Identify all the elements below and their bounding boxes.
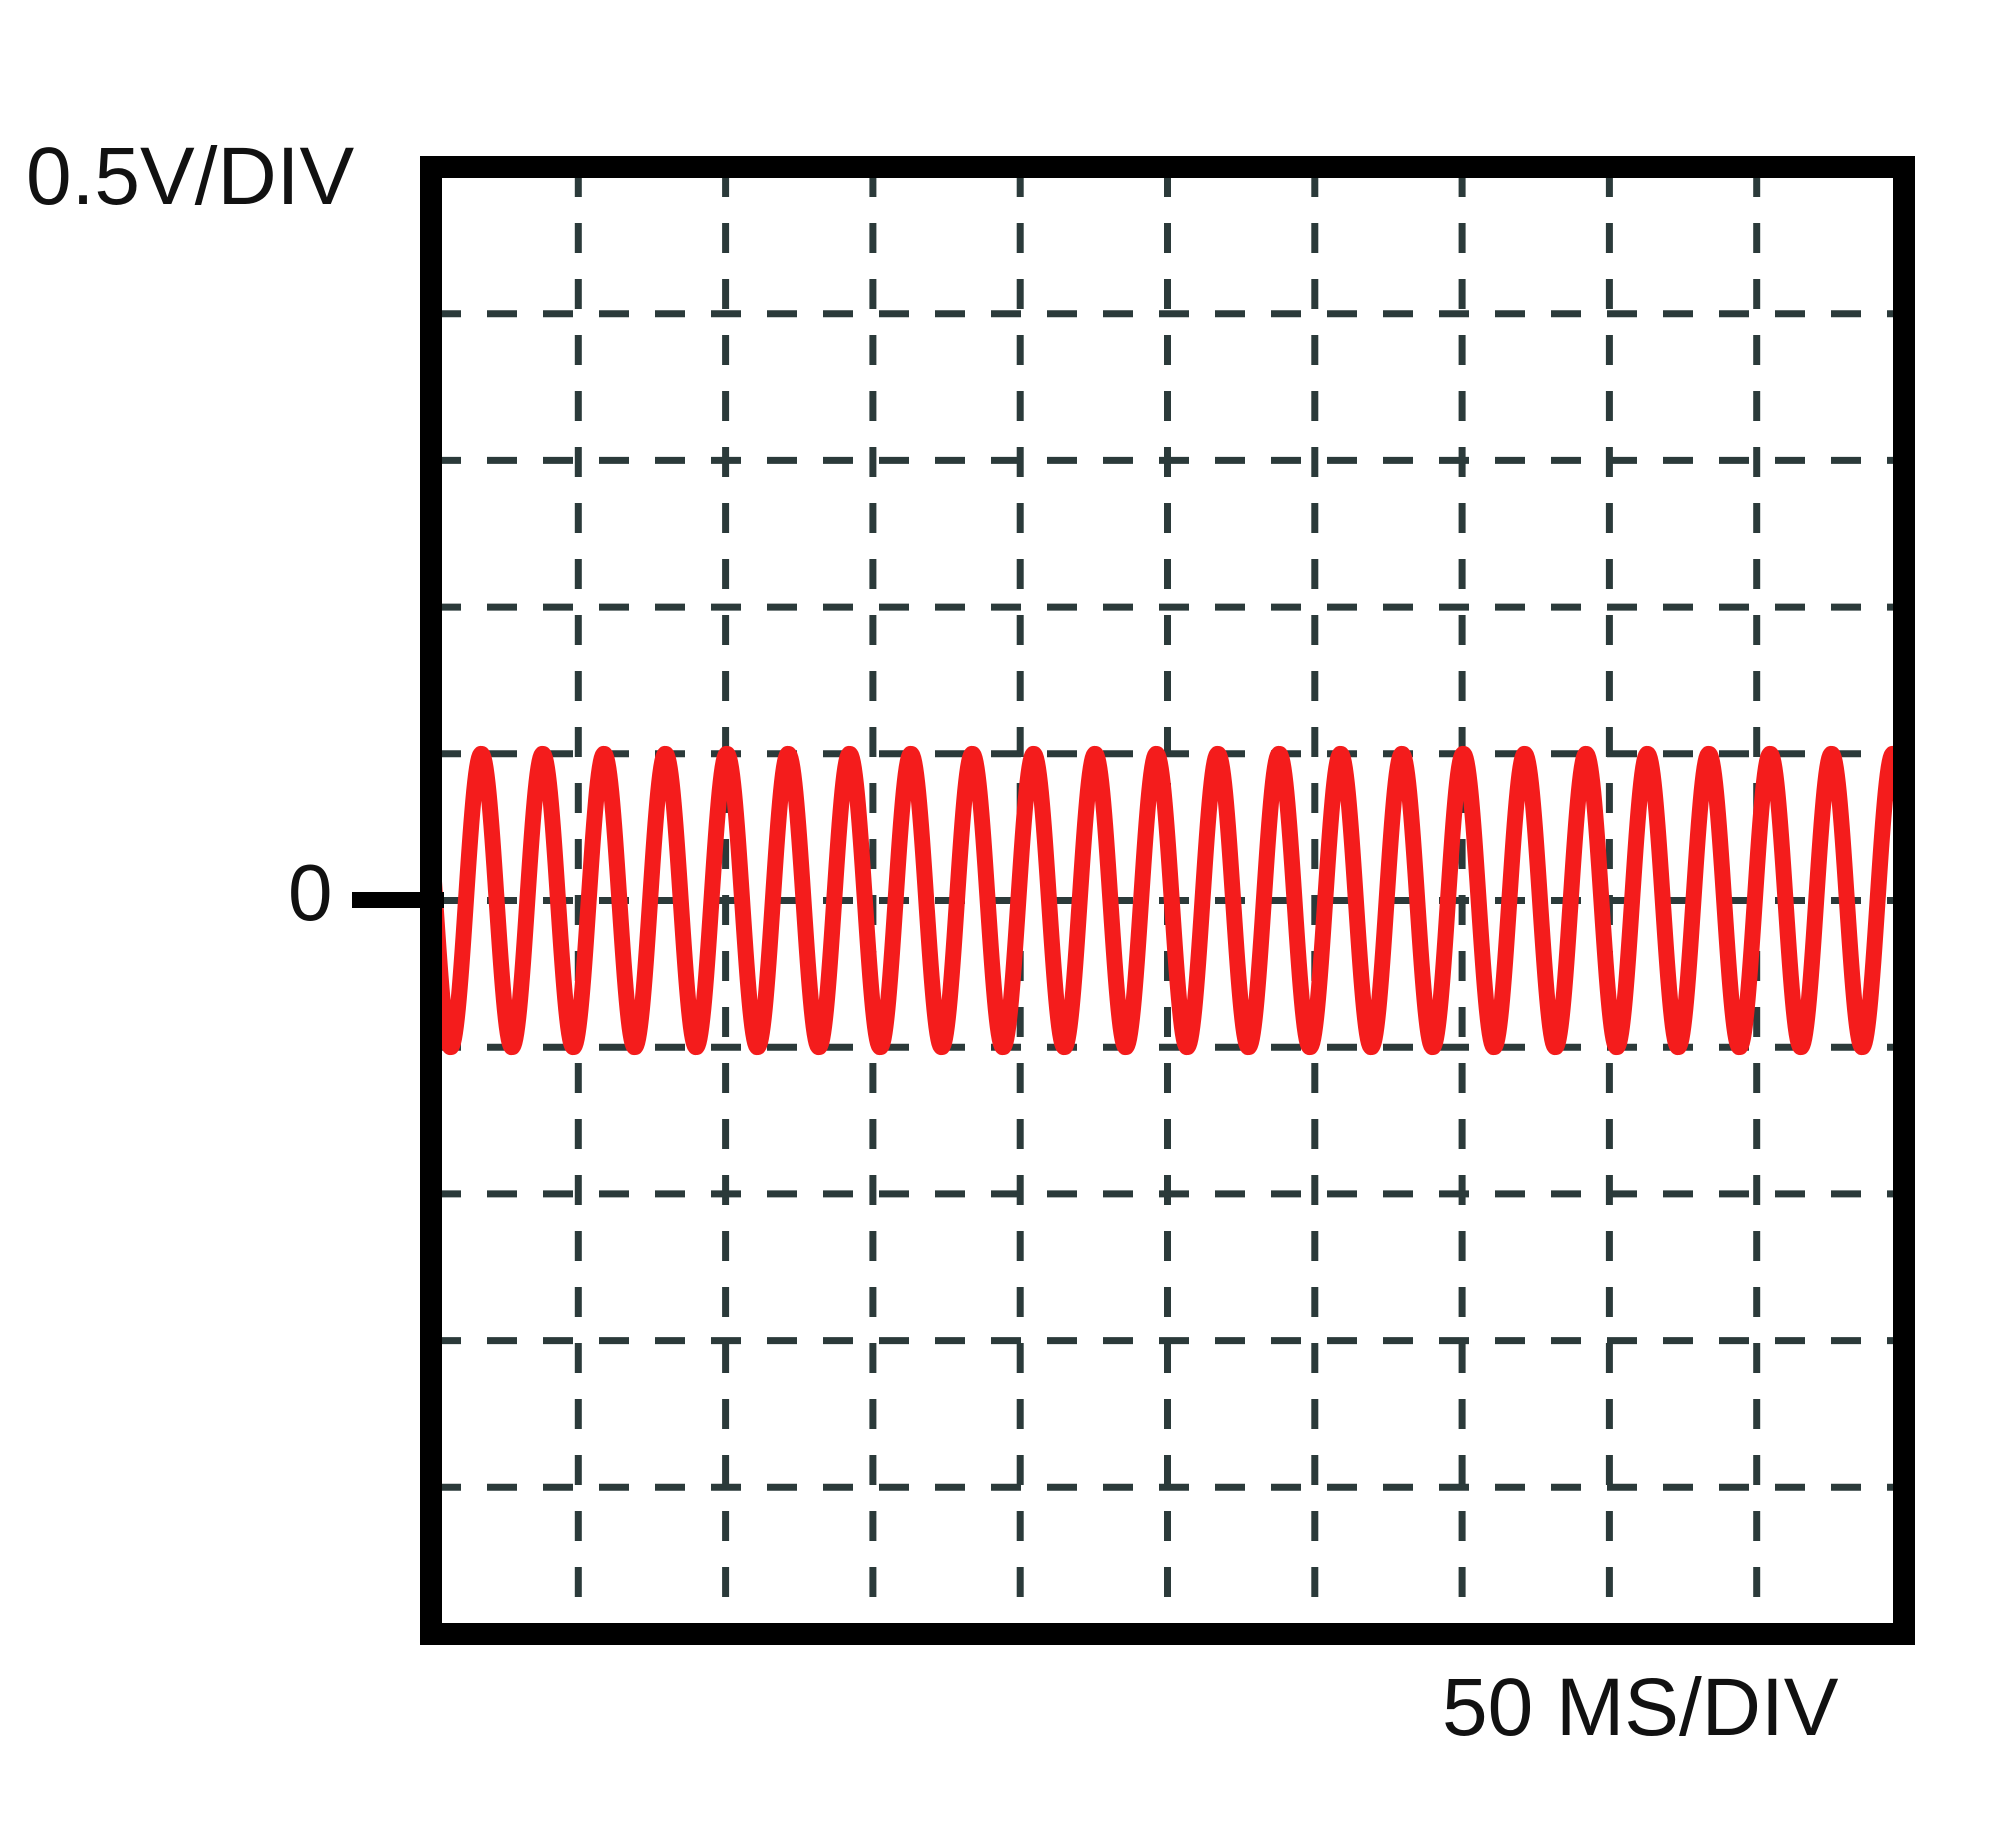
vertical-scale-label: 0.5V/DIV [26,131,355,222]
horizontal-scale-label: 50 MS/DIV [1442,1662,1839,1753]
zero-reference-label: 0 [288,848,333,937]
waveform-trace [431,745,1904,1056]
